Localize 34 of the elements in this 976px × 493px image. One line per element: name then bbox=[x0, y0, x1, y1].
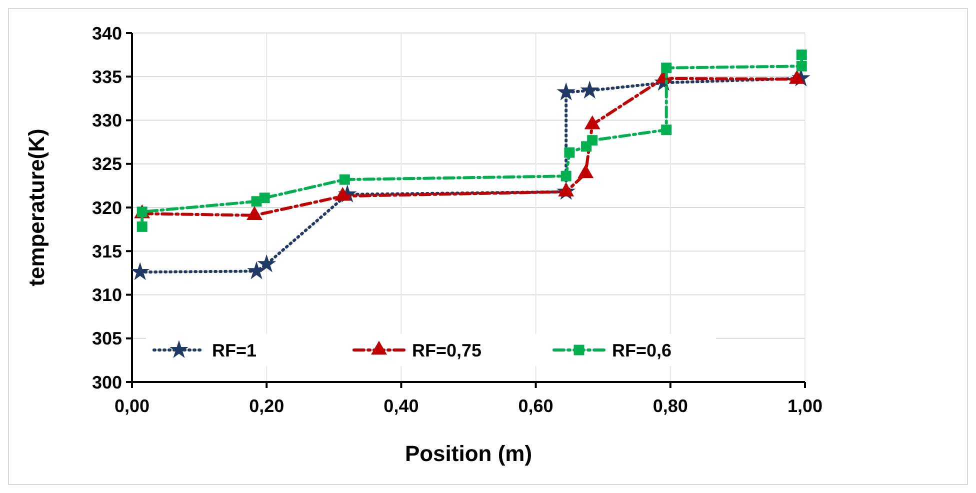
x-axis-title: Position (m) bbox=[404, 441, 532, 466]
point bbox=[580, 80, 600, 99]
legend-label: RF=1 bbox=[212, 340, 257, 360]
x-tick-label: 0,40 bbox=[384, 396, 419, 416]
y-tick-label: 325 bbox=[92, 154, 122, 174]
x-tick-label: 0,20 bbox=[249, 396, 284, 416]
point bbox=[564, 147, 575, 158]
x-tick-label: 0,60 bbox=[518, 396, 554, 416]
point bbox=[661, 124, 672, 136]
y-tick-label: 320 bbox=[92, 198, 122, 218]
legend-label: RF=0,6 bbox=[612, 340, 672, 360]
y-tick-label: 305 bbox=[92, 328, 122, 349]
x-tick-label: 0,80 bbox=[652, 396, 688, 416]
y-tick-label: 335 bbox=[92, 66, 122, 87]
point bbox=[257, 254, 276, 272]
y-tick-label: 310 bbox=[92, 285, 122, 306]
point bbox=[796, 50, 807, 60]
point bbox=[796, 60, 807, 72]
y-tick-label: 300 bbox=[92, 372, 122, 392]
x-tick-label: 0,00 bbox=[114, 396, 150, 416]
point bbox=[556, 82, 576, 100]
point bbox=[130, 262, 150, 280]
point bbox=[339, 174, 350, 185]
y-tick-label: 315 bbox=[92, 241, 122, 262]
legend-label: RF=0,75 bbox=[412, 340, 482, 360]
point bbox=[560, 170, 572, 182]
point bbox=[136, 221, 148, 232]
point bbox=[587, 135, 598, 146]
y-tick-label: 330 bbox=[92, 110, 122, 131]
point bbox=[661, 62, 672, 74]
y-tick-label: 340 bbox=[92, 23, 122, 44]
x-tick-label: 1,00 bbox=[787, 396, 823, 416]
y-axis-title: temperature(K) bbox=[24, 128, 49, 286]
point bbox=[259, 192, 270, 204]
